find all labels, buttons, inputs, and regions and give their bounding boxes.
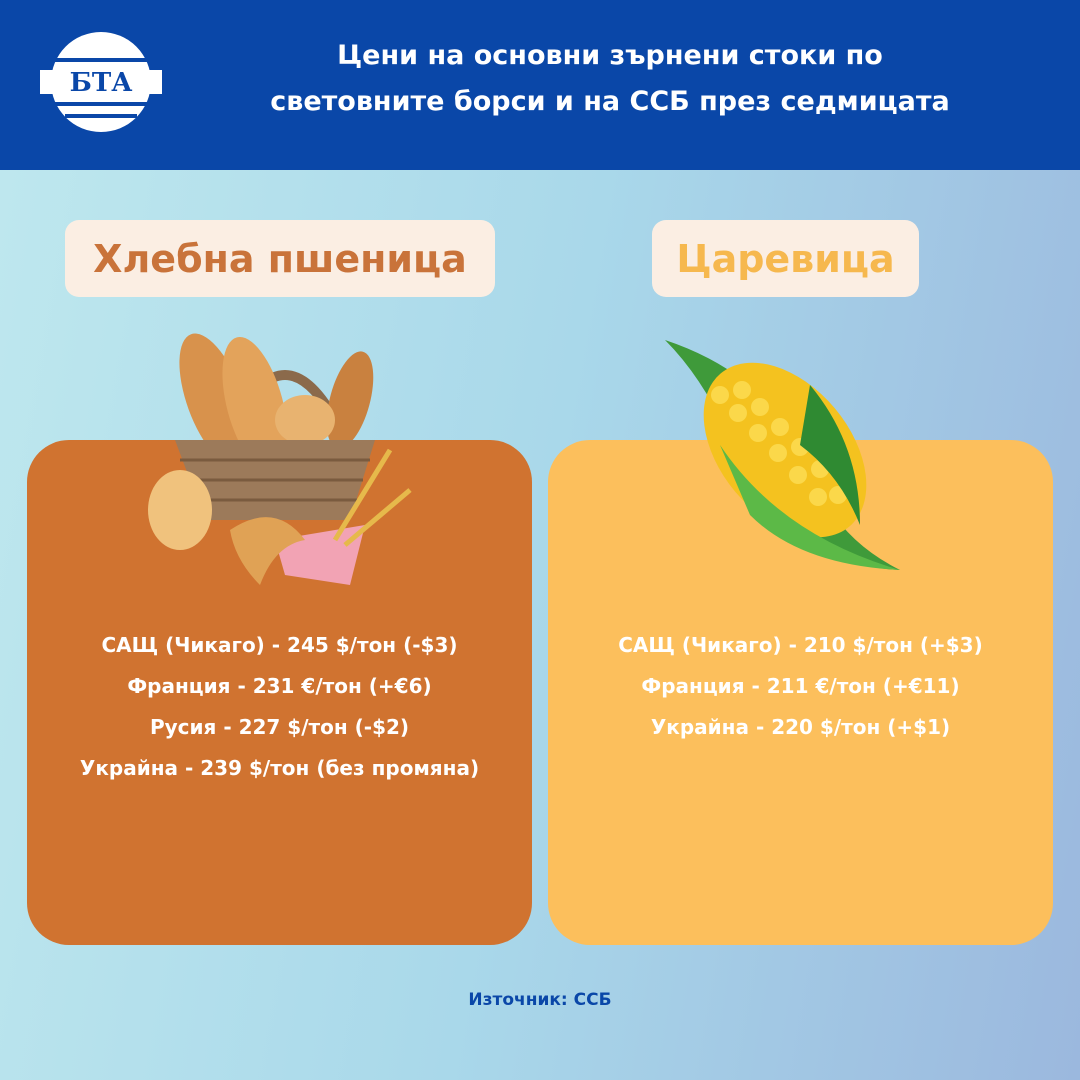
panel-title: Царевица — [652, 220, 919, 297]
logo: БТА — [40, 32, 162, 132]
bread-basket-image — [148, 333, 412, 585]
wheat-prices: САЩ (Чикаго) - 245 $/тон (-$3) Франция -… — [27, 625, 532, 789]
panel-title: Хлебна пшеница — [65, 220, 495, 297]
header: БТА Цени на основни зърнени стоки по све… — [0, 0, 1080, 170]
title: Цени на основни зърнени стоки по — [337, 40, 883, 71]
logo-text: БТА — [70, 68, 133, 98]
price-line: САЩ (Чикаго) - 210 $/тон (+$3) — [618, 633, 983, 657]
price-line: Русия - 227 $/тон (-$2) — [149, 715, 410, 739]
price-line: Украйна - 239 $/тон (без промяна) — [79, 756, 480, 780]
corn-prices: САЩ (Чикаго) - 210 $/тон (+$3) Франция -… — [548, 625, 1053, 748]
price-line: САЩ (Чикаго) - 245 $/тон (-$3) — [101, 633, 458, 657]
price-line: Украйна - 220 $/тон (+$1) — [650, 715, 951, 739]
title: световните борси и на ССБ през седмицата — [270, 86, 950, 117]
source: Източник: ССБ — [468, 990, 612, 1010]
corn-image — [665, 340, 900, 570]
price-line: Франция - 231 €/тон (+€6) — [127, 674, 432, 698]
price-line: Франция - 211 €/тон (+€11) — [641, 674, 960, 698]
